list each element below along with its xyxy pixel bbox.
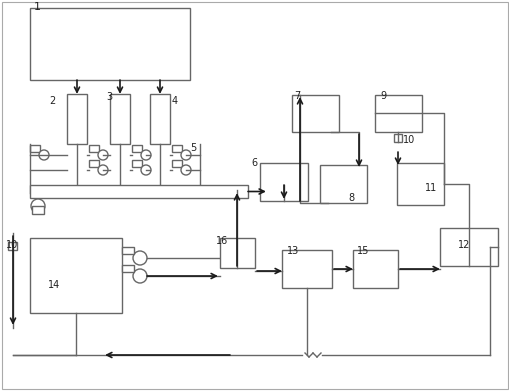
Text: 6: 6 [251, 158, 258, 168]
Bar [352, 250, 397, 288]
Text: 7: 7 [293, 91, 300, 101]
Bar [122, 265, 134, 272]
Text: 16: 16 [216, 236, 228, 246]
Circle shape [98, 165, 108, 175]
Text: 12: 12 [457, 240, 469, 250]
Circle shape [181, 150, 191, 160]
Bar [396, 163, 443, 205]
Bar [132, 145, 142, 152]
Text: 5: 5 [190, 143, 196, 153]
Text: 13: 13 [287, 246, 299, 256]
Bar [89, 160, 99, 167]
Bar [260, 163, 307, 201]
Circle shape [140, 165, 151, 175]
Circle shape [98, 150, 108, 160]
Text: 11: 11 [424, 183, 436, 193]
Circle shape [133, 251, 147, 265]
Bar [30, 8, 190, 80]
Bar [8, 242, 17, 250]
Circle shape [31, 199, 45, 213]
Text: 1: 1 [34, 2, 41, 12]
Text: 15: 15 [356, 246, 369, 256]
Bar [393, 134, 401, 142]
Circle shape [133, 269, 147, 283]
Bar [30, 185, 247, 198]
Bar [292, 95, 338, 132]
Bar [32, 206, 44, 214]
Bar [67, 94, 87, 144]
Text: 14: 14 [48, 280, 60, 290]
Bar [30, 145, 40, 152]
Bar [374, 95, 421, 132]
Text: 3: 3 [106, 92, 112, 102]
Text: 9: 9 [379, 91, 385, 101]
Bar [172, 145, 182, 152]
Text: 8: 8 [347, 193, 353, 203]
Circle shape [140, 150, 151, 160]
Bar [132, 160, 142, 167]
Bar [281, 250, 331, 288]
Circle shape [181, 165, 191, 175]
Circle shape [39, 150, 49, 160]
Text: 4: 4 [172, 96, 178, 106]
Bar [172, 160, 182, 167]
Bar [319, 165, 366, 203]
Bar [89, 145, 99, 152]
Text: 10: 10 [402, 135, 414, 145]
Bar [150, 94, 169, 144]
Bar [122, 247, 134, 254]
Text: 10: 10 [6, 240, 18, 250]
Text: 2: 2 [49, 96, 55, 106]
Bar [110, 94, 130, 144]
Bar [30, 238, 122, 313]
Bar [439, 228, 497, 266]
Bar [219, 238, 254, 268]
